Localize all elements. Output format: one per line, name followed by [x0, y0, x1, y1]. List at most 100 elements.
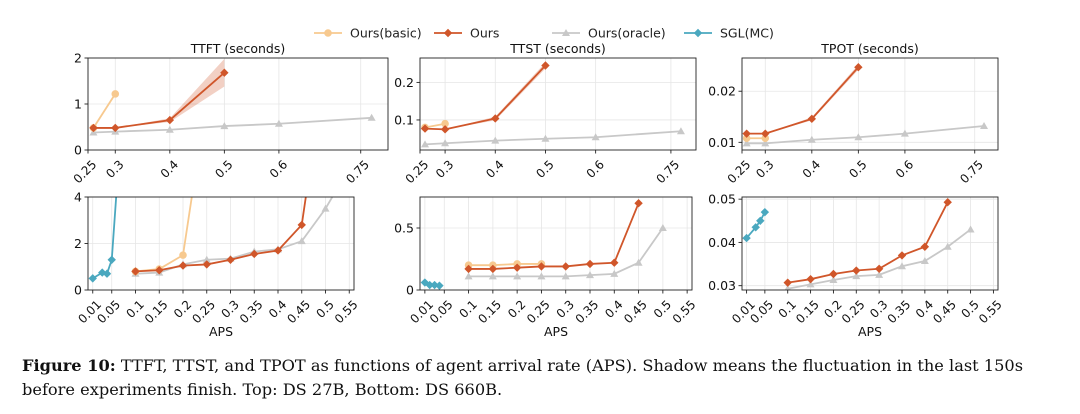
data-point — [202, 260, 211, 269]
y-tick-label: 0.01 — [708, 135, 736, 150]
data-point — [591, 133, 600, 141]
data-point — [220, 122, 229, 130]
data-point — [178, 261, 188, 270]
x-tick-label: 0.15 — [475, 297, 504, 326]
axes-frame — [741, 57, 999, 151]
legend-item-ours: Ours — [434, 26, 499, 41]
data-point — [742, 139, 751, 147]
data-point — [435, 281, 444, 290]
data-point — [943, 242, 952, 250]
x-tick-label: 0.75 — [343, 157, 372, 186]
x-tick-label: 0.25 — [524, 297, 553, 326]
legend-item-sgl-mc: SGL(MC) — [684, 26, 774, 41]
data-point — [491, 114, 500, 123]
series-ours-oracle — [742, 121, 989, 147]
plot-area — [88, 188, 339, 283]
data-point — [367, 113, 376, 121]
series-band — [93, 58, 225, 128]
series-band — [425, 62, 546, 130]
series-ours — [420, 61, 550, 134]
x-tick-label: 0.3 — [753, 157, 776, 180]
series-ours-oracle — [464, 224, 667, 280]
data-point — [943, 197, 952, 207]
chart-legend: Ours(basic) Ours Ours(oracle) SGL(MC) — [314, 26, 774, 41]
x-tick-label: 0.35 — [237, 297, 266, 326]
x-tick-label: 0.05 — [94, 297, 123, 326]
subplot-top-ttst: TTST (seconds) 0.1 0.2 0.25 0.3 0.4 0.5 0.6 0.75 — [394, 41, 697, 186]
data-point — [634, 199, 643, 208]
data-point — [854, 133, 863, 141]
series-line — [746, 125, 985, 145]
series-line — [787, 201, 949, 284]
data-point — [425, 280, 434, 290]
data-point — [874, 264, 884, 274]
data-point — [783, 278, 792, 287]
subplot-title: TPOT (seconds) — [820, 41, 918, 56]
legend-item-ours-oracle: Ours(oracle) — [552, 26, 666, 41]
data-point — [220, 68, 229, 77]
x-tick-label: 0.25 — [839, 297, 868, 326]
data-point — [491, 136, 500, 144]
data-point — [189, 189, 196, 196]
data-point — [920, 257, 929, 265]
data-point — [829, 269, 838, 279]
legend-marker-diamond — [443, 28, 453, 38]
data-point — [464, 272, 473, 280]
series-ours — [131, 188, 310, 276]
data-point — [111, 90, 120, 98]
data-point — [852, 266, 861, 275]
data-point — [420, 124, 430, 133]
subplot-top-ttft: TTFT (seconds) 0 1 2 0.25 0.3 0.4 0.5 0.6 0.75 — [71, 41, 389, 186]
series-ours — [742, 63, 863, 138]
data-point — [331, 188, 339, 195]
data-point — [898, 262, 906, 270]
legend-label: Ours(oracle) — [588, 26, 666, 41]
subplot-title: TTFT (seconds) — [190, 41, 285, 56]
data-point — [112, 188, 120, 196]
series-ours-basic — [742, 134, 770, 143]
series-line — [92, 93, 117, 129]
axes-frame — [741, 196, 999, 291]
data-point — [179, 251, 187, 259]
data-point — [297, 220, 306, 230]
data-point — [111, 123, 120, 133]
subplot-top-tpot: TPOT (seconds) 0.01 0.02 0.25 0.3 0.4 0.5 0.6 0.… — [708, 41, 999, 186]
plot-area — [742, 197, 975, 290]
data-point — [658, 224, 667, 231]
data-point — [761, 139, 770, 147]
data-point — [807, 135, 816, 143]
data-point — [421, 140, 430, 148]
series-ours-oracle — [131, 188, 339, 277]
caption-label: Figure 10: — [22, 356, 116, 375]
series-ours — [89, 58, 229, 133]
y-tick-label: 2 — [74, 51, 82, 66]
series-ours — [464, 199, 643, 274]
x-tick-label: 0.6 — [584, 157, 607, 180]
data-point — [537, 272, 546, 280]
data-point — [488, 272, 497, 280]
plot-area — [420, 61, 685, 148]
data-point — [102, 269, 112, 278]
data-point — [297, 237, 306, 245]
x-axis-label: APS — [858, 324, 882, 339]
y-tick-label: 0.5 — [394, 221, 414, 236]
legend-label: SGL(MC) — [720, 26, 774, 41]
x-tick-label: 0.75 — [653, 157, 682, 186]
data-point — [852, 272, 861, 280]
data-point — [302, 188, 310, 196]
data-point — [89, 123, 98, 133]
data-point — [541, 134, 550, 142]
data-point — [441, 139, 450, 147]
series-line — [92, 197, 118, 280]
data-point — [488, 264, 498, 274]
figure-caption: Figure 10: TTFT, TTST, and TPOT as funct… — [22, 354, 1062, 402]
data-point — [165, 115, 175, 125]
x-axis-label: APS — [209, 324, 233, 339]
x-axis-label: APS — [544, 324, 568, 339]
data-point — [440, 125, 450, 134]
data-point — [131, 267, 140, 276]
y-tick-label: 1 — [74, 97, 82, 112]
data-point — [966, 225, 975, 233]
y-tick-label: 0.03 — [708, 278, 736, 293]
